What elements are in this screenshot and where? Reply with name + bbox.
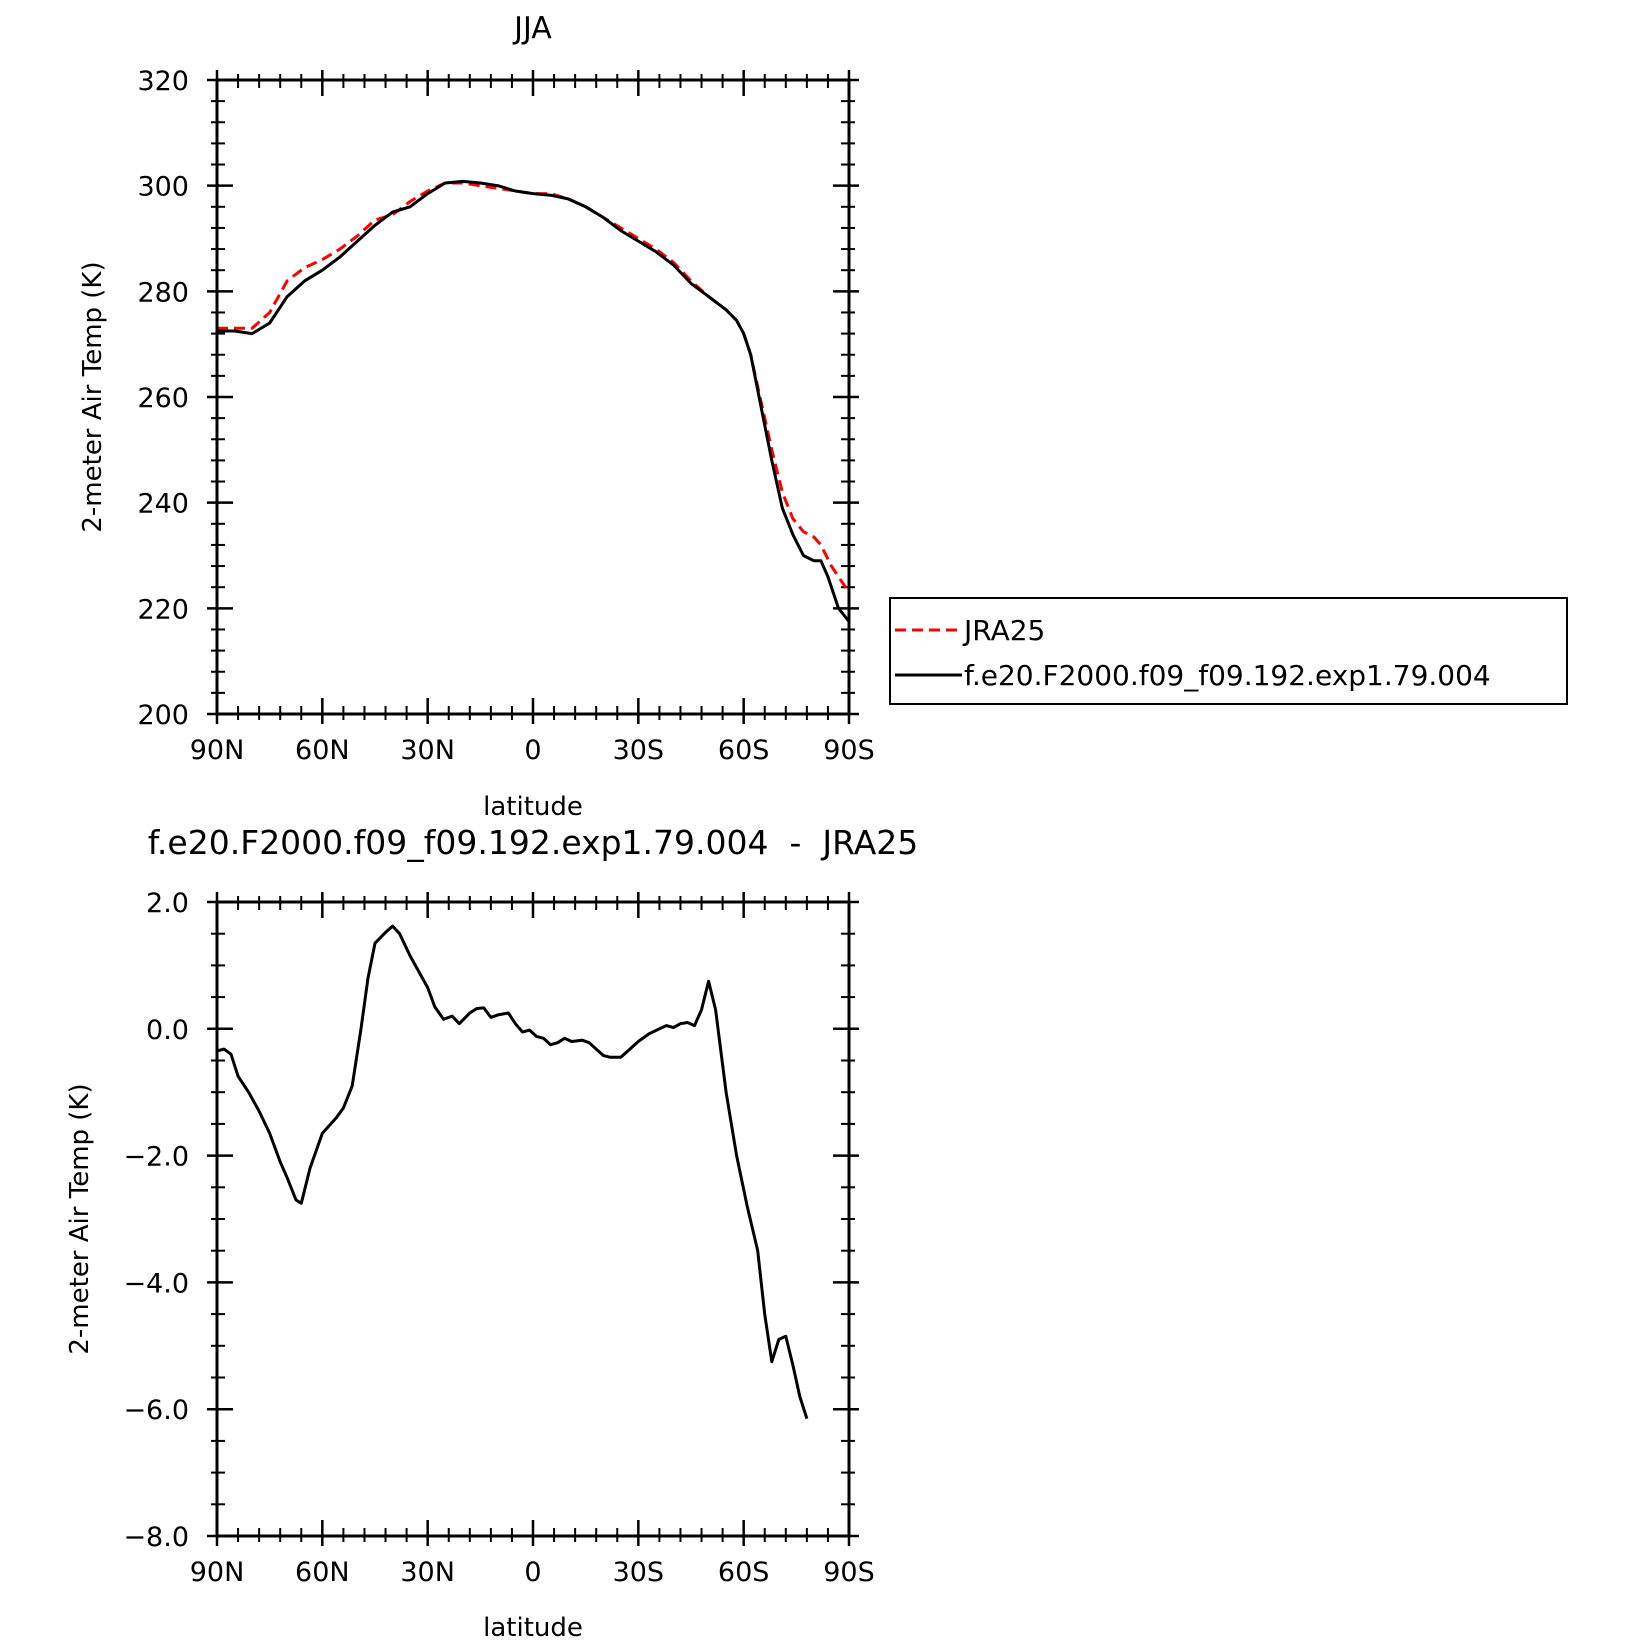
top-y-tick-label: 260 bbox=[137, 383, 189, 414]
bottom-y-tick-labels: 2.0 0.0 −2.0 −4.0 −6.0 −8.0 bbox=[123, 888, 189, 1553]
legend: JRA25 f.e20.F2000.f09_f09.192.exp1.79.00… bbox=[889, 597, 1568, 705]
top-x-axis-label: latitude bbox=[483, 792, 583, 822]
bottom-chart-title: f.e20.F2000.f09_f09.192.exp1.79.004 - JR… bbox=[148, 823, 919, 862]
bottom-y-axis-label: 2-meter Air Temp (K) bbox=[65, 1083, 95, 1354]
bottom-y-tick-label: −2.0 bbox=[123, 1142, 189, 1173]
bottom-x-tick-label: 60N bbox=[295, 1557, 350, 1588]
top-x-tick-label: 60N bbox=[295, 735, 350, 766]
bottom-y-tick-label: −8.0 bbox=[123, 1522, 189, 1553]
bottom-x-tick-label: 0 bbox=[524, 1557, 541, 1588]
bottom-x-tick-labels: 90N 60N 30N 0 30S 60S 90S bbox=[190, 1557, 875, 1588]
bottom-x-tick-label: 90S bbox=[823, 1557, 875, 1588]
top-series bbox=[217, 179, 851, 623]
top-y-tick-label: 240 bbox=[137, 489, 189, 520]
top-ticks bbox=[207, 70, 859, 724]
top-y-tick-label: 200 bbox=[137, 700, 189, 731]
top-chart-title: JJA bbox=[512, 11, 552, 46]
top-series-line-0 bbox=[217, 181, 851, 594]
top-x-tick-label: 60S bbox=[718, 735, 770, 766]
bottom-x-tick-label: 30N bbox=[400, 1557, 455, 1588]
bottom-x-tick-label: 90N bbox=[190, 1557, 245, 1588]
bottom-x-tick-label: 30S bbox=[613, 1557, 665, 1588]
top-y-tick-label: 220 bbox=[137, 594, 189, 625]
top-series-line-1 bbox=[217, 179, 851, 623]
bottom-y-tick-label: −6.0 bbox=[123, 1395, 189, 1426]
bottom-x-tick-label: 60S bbox=[718, 1557, 770, 1588]
legend-label-model: f.e20.F2000.f09_f09.192.exp1.79.004 bbox=[964, 659, 1491, 692]
top-panel: JJA 90N 60N 30N 0 30S 60S 90S 320 300 280 260 240 2… bbox=[78, 11, 875, 822]
top-x-tick-label: 30N bbox=[400, 735, 455, 766]
top-x-tick-labels: 90N 60N 30N 0 30S 60S 90S bbox=[190, 735, 875, 766]
top-y-axis-label: 2-meter Air Temp (K) bbox=[78, 261, 108, 532]
bottom-y-tick-label: 2.0 bbox=[146, 888, 189, 919]
bottom-y-tick-label: −4.0 bbox=[123, 1268, 189, 1299]
bottom-plot-frame bbox=[215, 900, 851, 1538]
legend-box bbox=[889, 597, 1568, 705]
top-y-tick-label: 280 bbox=[137, 277, 189, 308]
top-x-tick-label: 90N bbox=[190, 735, 245, 766]
top-y-tick-labels: 320 300 280 260 240 220 200 bbox=[137, 66, 189, 731]
bottom-x-axis-label: latitude bbox=[483, 1613, 583, 1641]
top-x-tick-label: 90S bbox=[823, 735, 875, 766]
top-plot-frame bbox=[215, 78, 851, 716]
bottom-ticks bbox=[207, 892, 859, 1546]
bottom-panel: f.e20.F2000.f09_f09.192.exp1.79.004 - JR… bbox=[65, 823, 918, 1641]
legend-label-jra25: JRA25 bbox=[962, 614, 1045, 647]
top-y-tick-label: 320 bbox=[137, 66, 189, 97]
top-x-tick-label: 0 bbox=[524, 735, 541, 766]
bottom-series bbox=[216, 924, 809, 1420]
bottom-y-tick-label: 0.0 bbox=[146, 1015, 189, 1046]
bottom-series-line-0 bbox=[216, 924, 809, 1420]
top-y-tick-label: 300 bbox=[137, 172, 189, 203]
top-x-tick-label: 30S bbox=[613, 735, 665, 766]
